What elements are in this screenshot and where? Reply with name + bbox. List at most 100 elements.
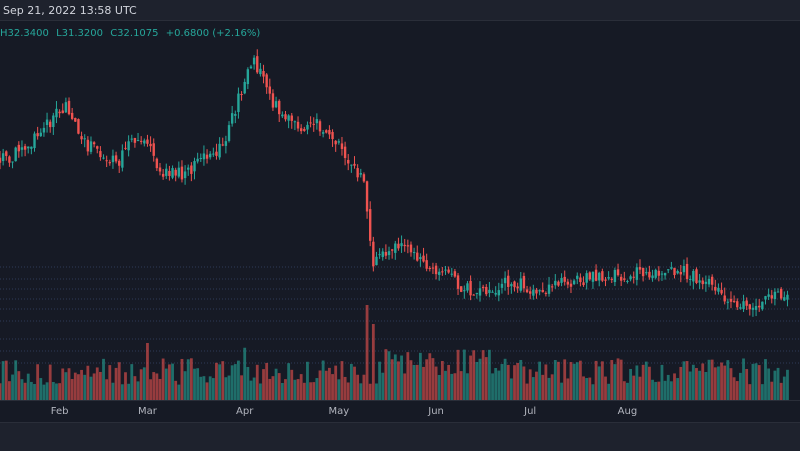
volume-bar [268, 378, 272, 400]
candle-body [786, 294, 789, 300]
volume-bar [306, 361, 309, 400]
volume-bar [550, 374, 554, 400]
candle-body [180, 166, 184, 180]
candle-body [607, 277, 610, 279]
candle-body [136, 140, 140, 142]
candle-body [685, 263, 689, 280]
volume-bar [177, 384, 181, 400]
volume-bar [133, 376, 137, 400]
volume-bar [146, 343, 149, 400]
volume-bar [444, 370, 447, 400]
candle-body [303, 128, 306, 131]
volume-bar [120, 384, 124, 400]
candle-body [450, 273, 453, 275]
volume-bar [415, 364, 419, 400]
volume-bar [365, 305, 369, 400]
volume-bar [324, 370, 328, 400]
candle-body [456, 275, 460, 289]
volume-bar [613, 364, 617, 400]
low-value: L31.3200 [56, 28, 103, 39]
candle-body [350, 164, 353, 166]
candle-body [538, 290, 541, 292]
candle-body [701, 280, 704, 285]
volume-bar [707, 359, 711, 400]
volume-bar [315, 378, 319, 400]
candle-body [736, 301, 739, 308]
candle-body [481, 286, 485, 289]
volume-bar [83, 374, 87, 400]
volume-bar [375, 383, 378, 400]
candle-body [695, 269, 698, 283]
volume-bar [531, 377, 535, 400]
candle-body [488, 289, 491, 293]
volume-bar [720, 362, 723, 400]
volume-bar [459, 371, 463, 400]
candle-body [105, 160, 108, 162]
candle-body [444, 269, 447, 271]
candle-body [246, 69, 250, 85]
volume-bar [189, 358, 193, 400]
volume-bar [102, 358, 105, 400]
candle-body [83, 138, 86, 140]
candle-body [146, 139, 149, 144]
volume-bar [462, 349, 466, 400]
volume-bar [701, 363, 705, 400]
volume-bar [312, 382, 316, 400]
volume-bar [745, 369, 749, 400]
volume-bar [108, 365, 112, 400]
candle-body [92, 142, 96, 145]
candle-body [663, 272, 667, 276]
candle-body [67, 100, 71, 115]
volume-bar [494, 368, 498, 400]
volume-bar [368, 383, 372, 400]
volume-bar [277, 373, 281, 400]
volume-bar [249, 380, 253, 400]
candle-body [485, 286, 488, 295]
candle-body [121, 150, 124, 168]
candle-body [187, 167, 190, 170]
volume-bar [343, 376, 347, 400]
candle-body [133, 137, 137, 143]
volume-bar [638, 376, 642, 400]
candle-body [773, 291, 777, 300]
volume-bar [237, 360, 240, 400]
volume-bar [139, 369, 143, 400]
candle-body [419, 257, 422, 260]
candle-body [252, 57, 256, 65]
candle-body [601, 271, 604, 281]
candle-body [554, 280, 557, 286]
volume-bar [610, 360, 614, 400]
volume-bar [698, 370, 702, 400]
volume-bar [682, 361, 686, 400]
candle-body [240, 93, 243, 95]
candle-body [365, 181, 369, 212]
price-chart[interactable] [0, 21, 800, 401]
candle-body [108, 162, 112, 164]
candle-body [732, 300, 736, 302]
volume-bar [218, 364, 222, 400]
volume-bar [516, 362, 520, 400]
volume-bar [331, 374, 334, 400]
candle-body [165, 168, 168, 176]
candle-body [626, 280, 629, 282]
candle-body [623, 278, 626, 280]
volume-bar [688, 371, 692, 400]
candle-body [265, 74, 268, 88]
candle-body [309, 122, 312, 124]
volume-bar [632, 375, 636, 400]
volume-bar [130, 364, 134, 400]
candle-body [397, 243, 400, 249]
volume-bar [779, 382, 783, 400]
volume-bar [776, 367, 780, 400]
volume-bar [92, 373, 96, 400]
candle-body [306, 124, 309, 130]
candle-body [199, 158, 202, 160]
volume-bar [475, 361, 479, 400]
volume-bar [676, 378, 680, 400]
volume-bar [751, 363, 755, 400]
candle-body [510, 284, 513, 287]
time-axis[interactable] [0, 400, 800, 423]
volume-bar [161, 358, 165, 400]
candle-body [434, 265, 438, 275]
volume-bar [557, 361, 560, 400]
